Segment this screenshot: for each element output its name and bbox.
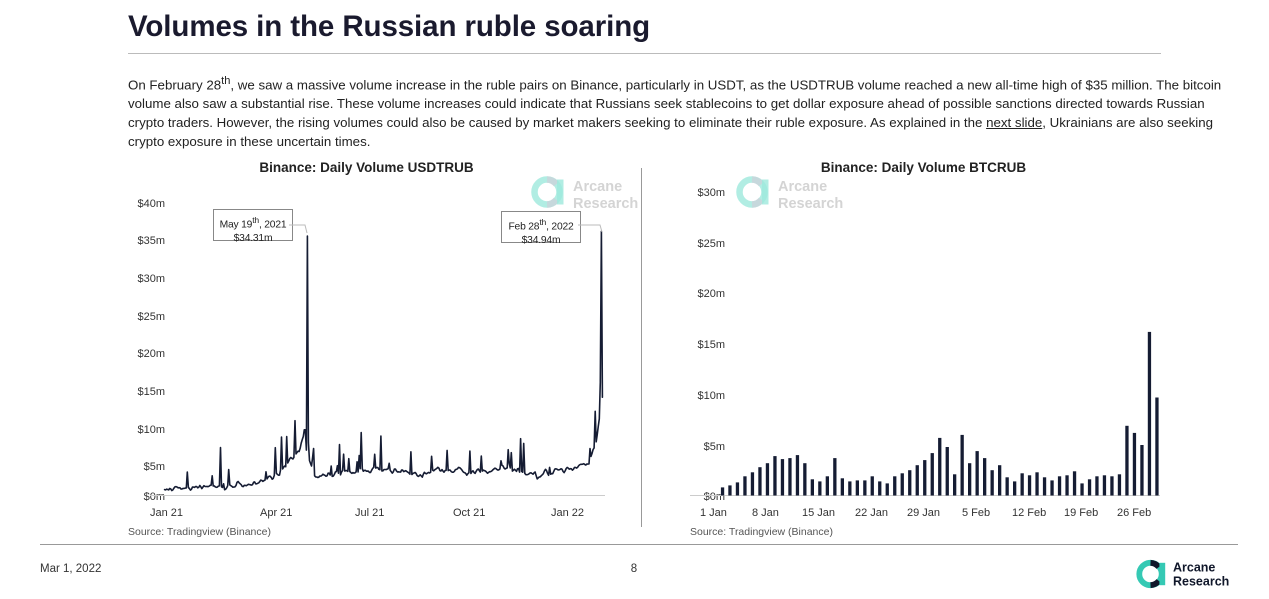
svg-text:$30m: $30m <box>697 187 725 199</box>
svg-text:Arcane: Arcane <box>1173 561 1215 575</box>
svg-text:19 Feb: 19 Feb <box>1064 507 1098 519</box>
svg-text:$5m: $5m <box>704 441 725 453</box>
svg-text:5 Feb: 5 Feb <box>962 507 990 519</box>
svg-text:8 Jan: 8 Jan <box>752 507 779 519</box>
svg-text:29 Jan: 29 Jan <box>907 507 940 519</box>
svg-text:1 Jan: 1 Jan <box>700 507 727 519</box>
svg-text:12 Feb: 12 Feb <box>1012 507 1046 519</box>
svg-text:15 Jan: 15 Jan <box>802 507 835 519</box>
svg-text:26 Feb: 26 Feb <box>1117 507 1151 519</box>
svg-text:$15m: $15m <box>697 339 725 351</box>
svg-text:$25m: $25m <box>697 238 725 250</box>
svg-text:Research: Research <box>1173 575 1229 589</box>
svg-text:$20m: $20m <box>697 288 725 300</box>
svg-text:$10m: $10m <box>697 390 725 402</box>
svg-text:22 Jan: 22 Jan <box>855 507 888 519</box>
